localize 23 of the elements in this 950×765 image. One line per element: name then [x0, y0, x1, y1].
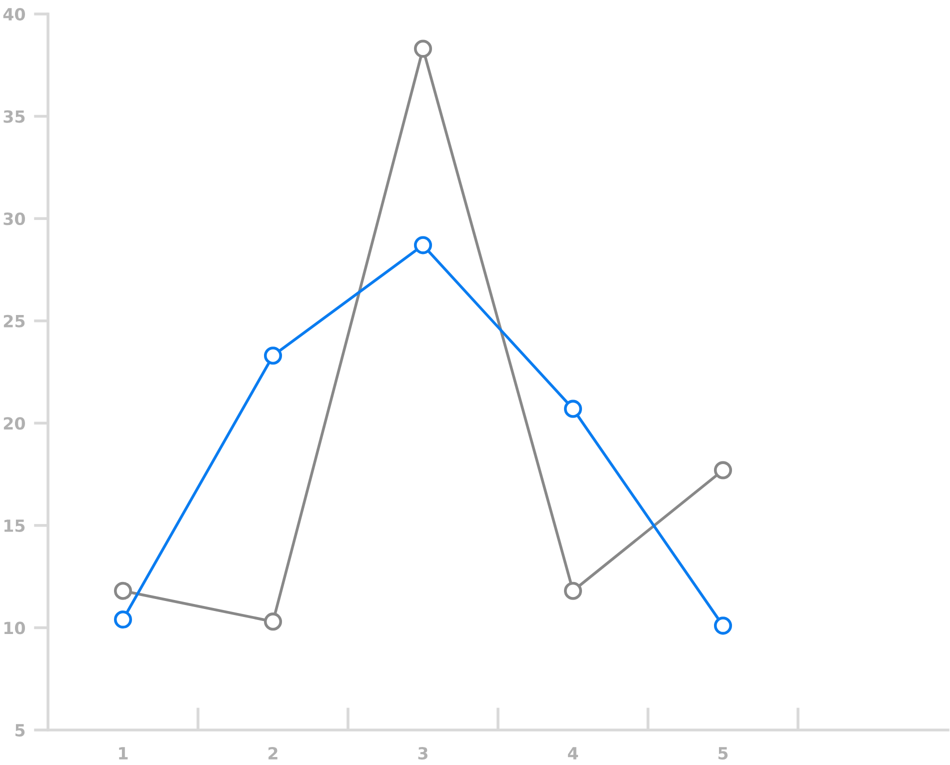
- point: [414, 236, 432, 254]
- x-tick-label: 1: [119, 747, 128, 760]
- point: [264, 612, 282, 631]
- point: [714, 461, 732, 480]
- x-tick-label: 2: [268, 746, 278, 760]
- point: [114, 582, 132, 600]
- point: [564, 400, 582, 418]
- y-tick-label: 35: [4, 110, 25, 123]
- y-tick-label: 15: [4, 520, 25, 532]
- y-tick-label: 5: [15, 724, 25, 737]
- y-tick-label: 10: [4, 622, 25, 634]
- y-tick-label: 40: [3, 8, 25, 21]
- point: [714, 616, 732, 635]
- point: [114, 610, 132, 629]
- x-tick-label: 3: [418, 746, 428, 760]
- point: [414, 40, 432, 58]
- point: [264, 346, 282, 365]
- x-tick-label: 5: [718, 747, 728, 760]
- y-tick-label: 30: [4, 212, 25, 226]
- y-tick-label: 20: [4, 417, 25, 430]
- point: [564, 582, 582, 600]
- x-tick-label: 4: [568, 747, 578, 760]
- y-tick-label: 25: [4, 314, 25, 328]
